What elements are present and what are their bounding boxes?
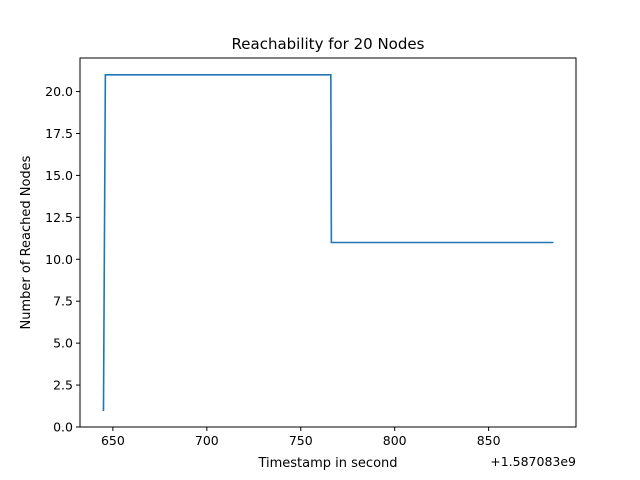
y-axis-ticks: 0.0 2.5 5.0 7.5 10.0 12.5 15.0 17.5 20.0	[45, 84, 80, 435]
chart-title: Reachability for 20 Nodes	[232, 35, 425, 53]
x-tick-label: 750	[289, 433, 313, 448]
x-tick-label: 850	[477, 433, 501, 448]
plot-frame	[79, 57, 577, 428]
y-tick-label: 10.0	[45, 252, 73, 267]
x-axis-label: Timestamp in second	[257, 456, 397, 471]
y-tick-label: 12.5	[45, 210, 73, 225]
series-line-0	[102, 73, 554, 412]
y-tick-label: 17.5	[45, 126, 73, 141]
y-tick-label: 7.5	[53, 294, 73, 309]
y-tick-label: 5.0	[53, 336, 73, 351]
y-axis-label: Number of Reached Nodes	[19, 155, 34, 329]
x-axis-offset-text: +1.587083e9	[490, 454, 576, 469]
x-tick-label: 700	[195, 433, 219, 448]
x-tick-label: 650	[101, 433, 125, 448]
x-tick-label: 800	[383, 433, 407, 448]
y-tick-label: 15.0	[45, 168, 73, 183]
y-tick-label: 2.5	[53, 378, 73, 393]
series-layer	[102, 73, 554, 412]
y-tick-label: 0.0	[53, 420, 73, 435]
y-tick-label: 20.0	[45, 84, 73, 99]
x-axis-ticks: 650 700 750 800 850	[101, 427, 501, 448]
